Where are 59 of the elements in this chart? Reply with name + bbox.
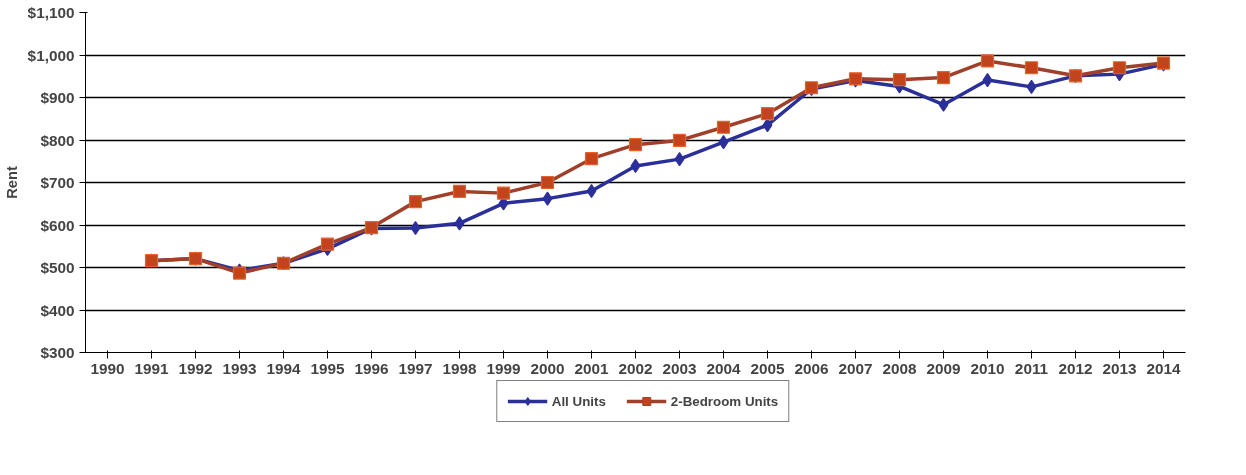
point bbox=[760, 107, 775, 121]
x-tick-label: 2011 bbox=[1014, 359, 1049, 377]
point bbox=[762, 118, 773, 133]
x-tick-label: 2014 bbox=[1146, 359, 1182, 377]
point bbox=[672, 133, 687, 148]
point bbox=[716, 120, 731, 134]
y-tick-label: $1,000 bbox=[27, 46, 75, 64]
y-tick-label: $700 bbox=[40, 174, 75, 191]
x-tick-label: 1994 bbox=[266, 359, 302, 377]
x-tick-label: 2006 bbox=[794, 359, 829, 377]
x-tick-label: 2013 bbox=[1102, 359, 1137, 377]
point bbox=[892, 73, 907, 87]
x-tick-label: 2012 bbox=[1058, 359, 1093, 377]
point bbox=[1026, 79, 1037, 94]
point bbox=[980, 54, 995, 68]
legend-label: 2-Bedroom Units bbox=[670, 393, 779, 409]
y-tick-label: $900 bbox=[40, 89, 75, 106]
x-tick-label: 1995 bbox=[310, 359, 346, 377]
point bbox=[936, 70, 951, 85]
point bbox=[628, 138, 643, 152]
point bbox=[718, 135, 729, 150]
y-tick-label: $400 bbox=[40, 301, 75, 319]
x-tick-label: 1996 bbox=[354, 359, 389, 377]
x-tick-label: 2005 bbox=[750, 359, 786, 377]
point bbox=[938, 97, 949, 112]
point bbox=[1112, 61, 1127, 75]
point bbox=[452, 184, 467, 199]
x-tick-label: 2000 bbox=[530, 359, 565, 377]
y-tick-label: $1,100 bbox=[27, 4, 75, 21]
x-tick-label: 2002 bbox=[618, 359, 653, 377]
point bbox=[1024, 61, 1039, 75]
x-tick-label: 2010 bbox=[970, 359, 1005, 377]
x-tick-label: 1999 bbox=[486, 359, 521, 377]
x-tick-label: 1990 bbox=[90, 359, 125, 377]
x-tick-label: 2007 bbox=[838, 359, 873, 377]
point bbox=[542, 191, 553, 206]
x-tick-label: 2003 bbox=[662, 359, 697, 377]
point bbox=[320, 237, 335, 251]
y-tick-label: $600 bbox=[40, 216, 75, 234]
x-tick-label: 2009 bbox=[926, 359, 961, 377]
point bbox=[454, 216, 465, 231]
x-tick-label: 1997 bbox=[398, 359, 433, 377]
x-tick-label: 1998 bbox=[442, 359, 478, 377]
x-tick-label: 1991 bbox=[134, 359, 170, 377]
y-tick-label: $800 bbox=[40, 131, 75, 149]
x-tick-label: 2008 bbox=[882, 359, 918, 377]
x-tick-label: 2001 bbox=[574, 359, 610, 377]
x-tick-label: 1993 bbox=[222, 359, 257, 377]
point bbox=[496, 186, 511, 200]
point bbox=[674, 152, 685, 167]
y-tick-label: $300 bbox=[40, 344, 75, 361]
legend-label: All Units bbox=[551, 393, 606, 409]
point bbox=[540, 175, 555, 190]
y-tick-label: $500 bbox=[40, 259, 75, 276]
x-tick-label: 1992 bbox=[178, 359, 213, 377]
point bbox=[584, 152, 599, 166]
y-axis-title: Rent bbox=[3, 166, 20, 199]
x-tick-label: 2004 bbox=[706, 359, 742, 377]
point bbox=[408, 195, 423, 209]
